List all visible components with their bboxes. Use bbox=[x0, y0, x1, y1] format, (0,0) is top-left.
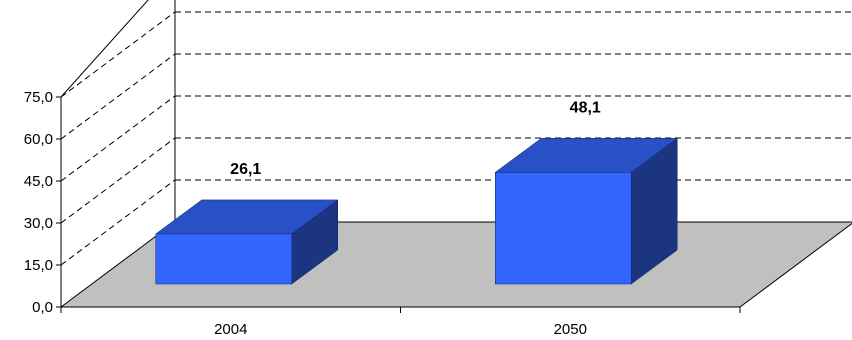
side-wall-top-edge bbox=[60, 0, 149, 98]
y-tick-label: 30,0 bbox=[24, 215, 53, 232]
x-tick-label: 2004 bbox=[214, 321, 247, 338]
bar-front-face bbox=[495, 172, 632, 285]
bar-front-face bbox=[155, 233, 292, 285]
chart-bars bbox=[154, 137, 679, 285]
chart-axes: 0,0 15,0 30,0 45,0 60,0 75,0 bbox=[24, 89, 741, 316]
y-tick-label: 60,0 bbox=[24, 131, 53, 148]
gridline-side bbox=[60, 137, 176, 224]
data-label: 48,1 bbox=[570, 99, 601, 116]
gridline-side bbox=[60, 11, 176, 98]
y-tick-label: 0,0 bbox=[32, 299, 53, 316]
y-tick-label: 45,0 bbox=[24, 173, 53, 190]
data-label: 26,1 bbox=[230, 161, 261, 178]
gridline-side bbox=[60, 179, 176, 266]
chart-gridlines bbox=[60, 0, 852, 266]
gridline-side bbox=[60, 53, 176, 140]
y-tick-label: 15,0 bbox=[24, 257, 53, 274]
gridline-side bbox=[60, 95, 176, 182]
bar-2004 bbox=[154, 199, 339, 285]
bar-2050 bbox=[494, 137, 679, 285]
y-tick-label: 75,0 bbox=[24, 89, 53, 106]
chart-labels: 26,1 2004 48,1 2050 bbox=[214, 99, 601, 338]
x-tick-label: 2050 bbox=[554, 321, 587, 338]
